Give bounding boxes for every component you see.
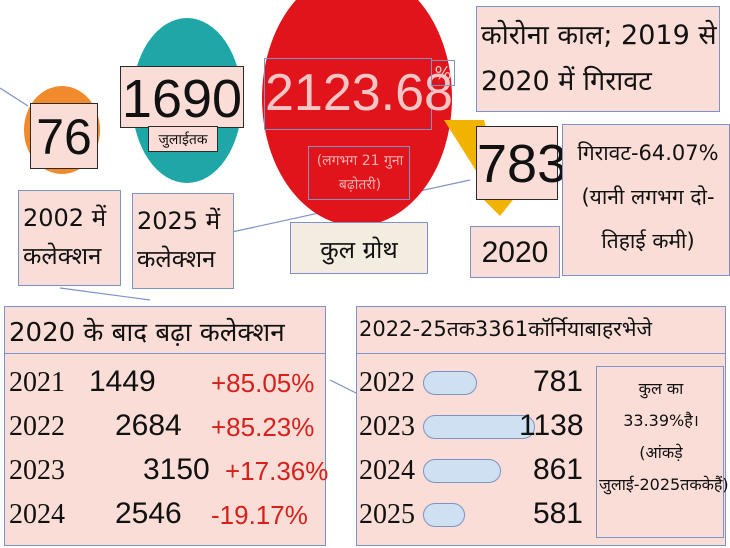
sent-abroad-note: कुल का 33.39%है। (आंकड़े जुलाई-2025तककेह…: [599, 379, 729, 494]
collection-2025-value: 1690: [120, 66, 244, 128]
drop-note: गिरावट-64.07% (यानी लगभग दो-तिहाई कमी): [577, 141, 719, 253]
bar-shape: [423, 459, 501, 483]
value-2020-number: 783: [477, 134, 568, 194]
table-row: 2022 781: [357, 363, 725, 403]
row-value: 1138: [519, 409, 584, 442]
red-circle: [262, 0, 452, 226]
row-year: 2022: [9, 411, 65, 442]
row-year: 2023: [9, 455, 65, 486]
drop-note-box: गिरावट-64.07% (यानी लगभग दो-तिहाई कमी): [562, 124, 730, 276]
total-growth-label: कुल ग्रोथ: [320, 236, 398, 264]
growth-number: 2123.68: [265, 64, 453, 122]
collection-2025-note: जुलाईतक: [148, 126, 218, 152]
row-value: 3150: [143, 453, 210, 486]
value-2020-box: 783: [476, 126, 568, 200]
collection-2025-label: 2025 में कलेक्शन: [137, 207, 221, 273]
row-year: 2023: [359, 411, 415, 442]
row-year: 2022: [359, 367, 415, 398]
row-year: 2025: [359, 499, 415, 530]
year-2020-box: 2020: [470, 226, 560, 278]
row-change: +85.05%: [211, 368, 315, 398]
row-change: -19.17%: [211, 500, 308, 530]
row-year: 2024: [359, 455, 415, 486]
row-change: +17.36%: [225, 456, 329, 486]
sent-abroad-note-box: कुल का 33.39%है। (आंकड़े जुलाई-2025तककेह…: [596, 366, 729, 538]
collection-2002-number: 76: [36, 109, 92, 165]
collection-2002-value: 76: [30, 103, 98, 169]
table-row: 2024 2546 -19.17%: [5, 495, 325, 535]
row-value: 2684: [115, 409, 182, 442]
collection-2002-caption: 2002 में कलेक्शन: [18, 190, 121, 286]
bar-shape: [423, 503, 465, 527]
july-till-label: जुलाईतक: [158, 132, 208, 148]
corona-title-box: कोरोना काल; 2019 से 2020 में गिरावट: [476, 6, 720, 112]
growth-note: (लगभग 21 गुना बढ़ोतरी): [316, 153, 404, 193]
sent-abroad-title-divider: [357, 353, 725, 354]
sent-abroad-title: 2022-25तक3361कॉर्नियाबाहरभेजे: [359, 317, 653, 341]
row-year: 2024: [9, 499, 65, 530]
after-2020-table: 2020 के बाद बढ़ा कलेक्शन 2021 1449 +85.0…: [4, 306, 329, 546]
collection-2025-caption: 2025 में कलेक्शन: [132, 193, 234, 289]
corona-title: कोरोना काल; 2019 से 2020 में गिरावट: [481, 20, 717, 97]
table-row: 2023 1138: [357, 407, 725, 447]
collection-2002-label: 2002 में कलेक्शन: [23, 204, 107, 270]
bar-shape: [423, 415, 535, 439]
collection-2025-number: 1690: [121, 69, 243, 129]
year-2020-label: 2020: [481, 236, 549, 269]
row-year: 2021: [9, 367, 65, 398]
table-row: 2021 1449 +85.05%: [5, 363, 325, 403]
growth-value-box: 2123.68: [264, 58, 453, 130]
table-row: 2025 581: [357, 495, 725, 535]
percent-sign: %: [434, 63, 452, 84]
table-row: 2022 2684 +85.23%: [5, 407, 325, 447]
total-growth-caption: कुल ग्रोथ: [290, 222, 428, 274]
bar-shape: [423, 371, 477, 395]
table-row: 2024 861: [357, 451, 725, 491]
row-change: +85.23%: [211, 412, 315, 442]
row-value: 581: [532, 497, 583, 530]
row-value: 781: [532, 365, 583, 398]
after-2020-title-divider: [5, 353, 325, 354]
row-value: 2546: [115, 497, 182, 530]
row-value: 1449: [89, 365, 156, 398]
growth-unit-box: %: [431, 60, 455, 86]
row-value: 861: [532, 453, 583, 486]
after-2020-title: 2020 के बाद बढ़ा कलेक्शन: [9, 318, 285, 348]
table-row: 2023 3150 +17.36%: [5, 451, 329, 491]
growth-note-box: (लगभग 21 गुना बढ़ोतरी): [308, 146, 410, 200]
